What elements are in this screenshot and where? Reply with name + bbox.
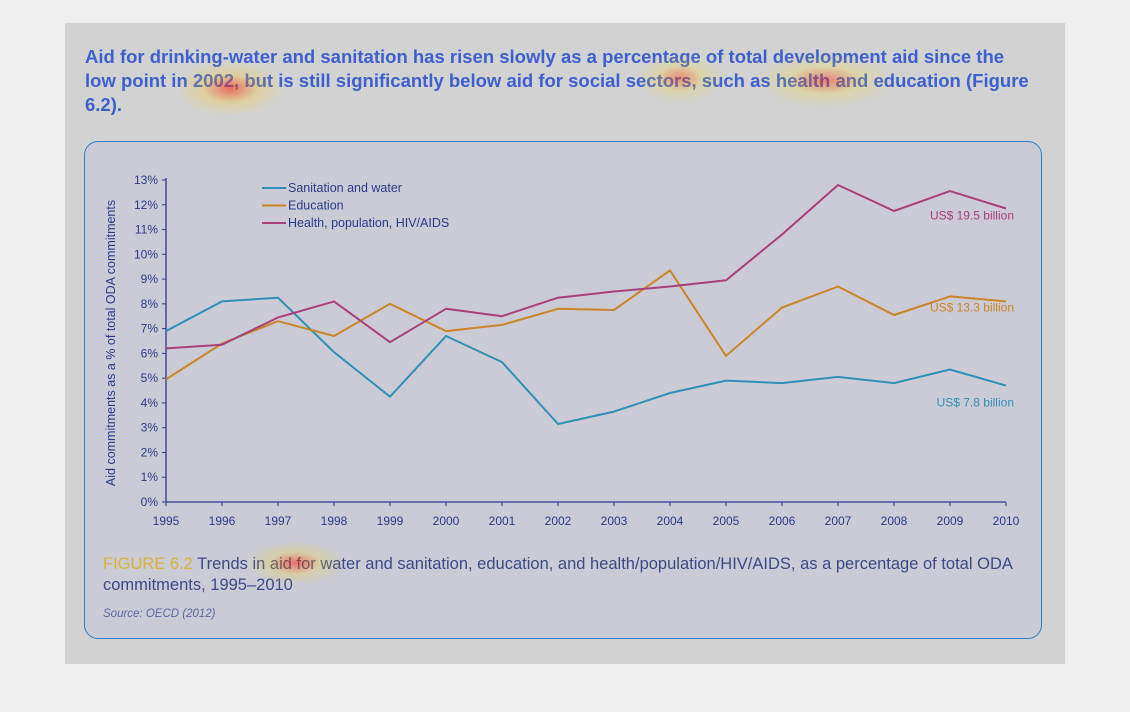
series-line-education [165,269,1007,381]
y-tick-label: 5% [141,371,159,385]
legend-label-education: Education [288,199,344,213]
y-tick-label: 2% [141,445,159,459]
x-tick-label: 2010 [993,514,1020,528]
x-tick-label: 1998 [321,514,348,528]
x-tick-label: 2009 [937,514,964,528]
x-tick-label: 2008 [881,514,908,528]
y-tick-label: 13% [134,173,158,187]
series-end-label-sanitation: US$ 7.8 billion [937,396,1014,410]
y-axis-label: Aid commitments as a % of total ODA comm… [104,200,118,486]
x-tick-label: 1999 [377,514,404,528]
figure-source: Source: OECD (2012) [103,608,216,620]
y-tick-label: 10% [134,247,158,261]
y-tick-label: 12% [134,198,158,212]
y-tick-label: 0% [141,495,159,509]
y-tick-label: 4% [141,396,159,410]
figure-frame [84,141,1042,639]
y-tick-label: 7% [141,322,159,336]
x-tick-label: 2006 [769,514,796,528]
y-tick-label: 1% [141,470,159,484]
y-tick-label: 6% [141,346,159,360]
x-tick-label: 1995 [153,514,180,528]
series-end-label-education: US$ 13.3 billion [930,300,1014,314]
y-tick-label: 11% [135,223,158,237]
x-tick-label: 2003 [601,514,628,528]
y-tick-label: 8% [141,297,159,311]
series-line-health [165,184,1007,350]
series-line-sanitation [165,296,1007,425]
x-tick-label: 1997 [265,514,292,528]
x-tick-label: 2002 [545,514,572,528]
figure-label: FIGURE 6.2 [103,555,193,573]
x-tick-label: 2007 [825,514,852,528]
legend-label-health: Health, population, HIV/AIDS [288,216,449,230]
intro-paragraph: Aid for drinking-water and sanitation ha… [85,46,1029,115]
y-tick-label: 9% [141,272,159,286]
x-tick-label: 2000 [433,514,460,528]
y-tick-label: 3% [141,421,159,435]
figure-caption: FIGURE 6.2 Trends in aid for water and s… [103,554,1033,596]
x-tick-label: 2004 [657,514,684,528]
x-tick-label: 2005 [713,514,740,528]
x-tick-label: 1996 [209,514,236,528]
x-tick-label: 2001 [489,514,516,528]
series-end-label-health: US$ 19.5 billion [930,208,1014,222]
line-chart: 0% 1% 2% 3% 4% 5% 6% 7% 8% 9% 10% 11% 12% 13% 1995 1996… [104,173,1020,528]
caption-text: Trends in aid for water and sanitation, … [103,555,1012,594]
legend-label-sanitation: Sanitation and water [288,181,402,195]
figure-page: Aid for drinking-water and sanitation ha… [65,23,1065,664]
